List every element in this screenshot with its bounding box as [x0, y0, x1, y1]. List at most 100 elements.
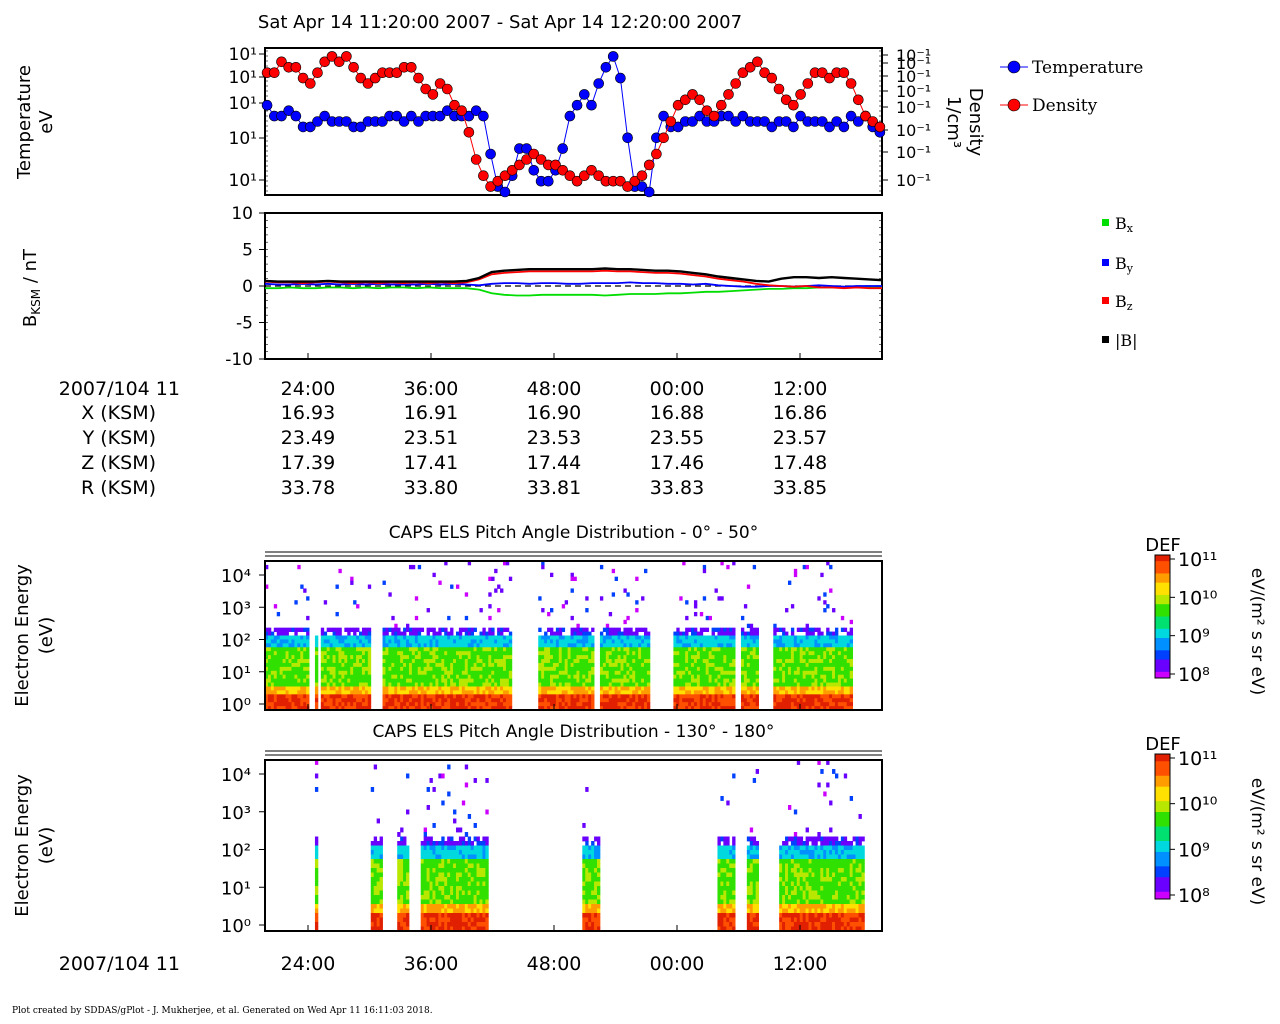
spectrogram-cell — [306, 635, 310, 640]
spectrogram-cell — [576, 702, 580, 707]
spectrogram-cell — [467, 886, 472, 891]
spectrogram-cell — [438, 904, 442, 909]
spectrogram-cell — [702, 627, 707, 632]
spectrogram-cell — [265, 682, 269, 687]
spectrogram-cell — [285, 694, 289, 699]
spectrogram-cell — [400, 904, 404, 909]
spectrogram-cell — [435, 659, 439, 664]
spectrogram-cell — [400, 836, 404, 842]
spectrogram-cell — [367, 678, 372, 683]
spectrogram-cell — [585, 686, 589, 691]
spectrogram-cell — [582, 643, 586, 648]
spectrogram-cell — [347, 694, 351, 699]
spectrogram-cell — [732, 670, 736, 676]
spectrogram-cell — [679, 678, 683, 683]
spectrogram-cell — [711, 631, 715, 636]
spectrogram-cell — [291, 682, 295, 687]
spectrogram-cell — [320, 698, 325, 703]
spectrogram-cell — [485, 904, 489, 909]
spectrogram-cell — [776, 678, 780, 683]
density-point — [463, 127, 475, 138]
spectrogram-cell — [306, 694, 310, 699]
spectrogram-cell — [641, 647, 645, 652]
spectrogram-cell — [608, 627, 613, 632]
spectrogram-cell — [597, 854, 601, 860]
spectrogram-cell — [270, 674, 275, 680]
spectrogram-cell — [740, 702, 745, 707]
spectrogram-cell — [426, 627, 430, 632]
spectrogram-cell — [485, 706, 489, 711]
spectrogram-cell — [450, 881, 454, 887]
spectrogram-cell — [303, 686, 307, 691]
spectrogram-cell — [450, 698, 454, 703]
spectrogram-cell — [500, 670, 504, 676]
spectrogram-cell — [344, 651, 348, 656]
spectrogram-cell — [335, 674, 339, 680]
spectrogram-cell — [314, 922, 319, 927]
spectrogram-cell — [320, 686, 325, 691]
spectrogram-cell — [785, 647, 789, 652]
spectrogram-cell — [726, 702, 730, 707]
spectrogram-cell — [441, 659, 445, 664]
spectrogram-cell — [552, 662, 557, 668]
spectrogram-cell — [400, 682, 404, 687]
density-point — [485, 181, 496, 192]
spectrogram-cell — [720, 877, 724, 882]
spectrogram-cell — [679, 670, 683, 676]
spectrogram-cell — [314, 881, 319, 887]
spectrogram-cell — [359, 678, 363, 683]
spectrogram-cell — [359, 662, 363, 668]
spectrogram-cell — [790, 662, 795, 668]
spectrogram-cell — [711, 647, 715, 652]
spectrogram-cell — [426, 805, 430, 810]
spectrogram-cell — [361, 694, 366, 699]
spectrogram-cell — [435, 698, 439, 703]
spectrogram-cell — [464, 615, 469, 621]
spectrogram-cell — [479, 666, 483, 672]
spectrogram-cell — [776, 666, 780, 672]
spectrogram-cell — [400, 694, 404, 699]
colorbar-frame — [1154, 554, 1171, 679]
spectrogram-cell — [732, 877, 736, 882]
spectrogram-cell — [455, 643, 460, 648]
colorbar-swatch — [1155, 601, 1170, 605]
spectrogram-cell — [488, 662, 492, 668]
spectrogram-cell — [676, 686, 680, 691]
spectrogram-cell — [561, 643, 566, 648]
spectrogram-cell — [344, 635, 348, 640]
spectrogram-cell — [602, 627, 607, 632]
y2-tick-label: 10⁻¹ — [896, 82, 931, 101]
spectrogram-cell — [414, 702, 419, 707]
spectrogram-cell — [408, 690, 413, 695]
spectrogram-cell — [805, 651, 809, 656]
spectrogram-cell — [464, 904, 469, 909]
spectrogram-cell — [599, 651, 604, 656]
spectrogram-cell — [599, 674, 604, 680]
spectrogram-cell — [726, 690, 730, 695]
spectrogram-cell — [814, 666, 818, 672]
spectrogram-cell — [576, 670, 580, 676]
spectrogram-cell — [711, 674, 715, 680]
spectrogram-cell — [359, 694, 363, 699]
spectrogram-cell — [591, 678, 595, 683]
spectrogram-cell — [306, 659, 310, 664]
spectrogram-cell — [408, 666, 413, 672]
spectrogram-cell — [270, 639, 275, 644]
spectrogram-cell — [461, 800, 466, 806]
spectrogram-cell — [705, 694, 710, 699]
spectrogram-cell — [673, 682, 677, 687]
temperature-point — [636, 181, 648, 192]
spectrogram-cell — [294, 670, 298, 676]
spectrogram-cell — [394, 674, 398, 680]
spectrogram-cell — [394, 666, 398, 672]
spectrogram-cell — [435, 899, 439, 905]
spectrogram-cell — [597, 841, 601, 846]
spectrogram-cell — [720, 904, 724, 909]
spectrogram-cell — [550, 662, 554, 668]
spectrogram-cells — [265, 561, 854, 711]
spectrogram-cell — [479, 694, 483, 699]
spectrogram-cell — [729, 913, 733, 918]
spectrogram-cell — [605, 686, 610, 691]
spectrogram-cell — [370, 899, 375, 905]
spectrogram-cell — [494, 651, 498, 656]
